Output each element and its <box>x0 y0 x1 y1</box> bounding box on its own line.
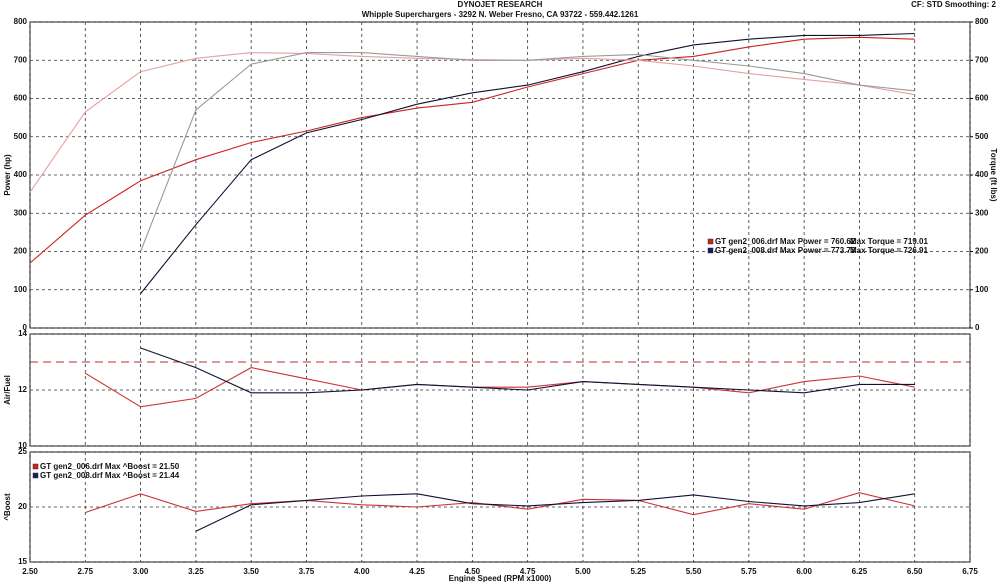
y-axis-label: Power (hp) <box>3 154 12 196</box>
series-line <box>140 32 915 294</box>
y-tick-label: 800 <box>14 17 28 26</box>
y2-tick-label: 600 <box>975 94 989 103</box>
legend-label: GT gen2_008.drf Max Power = 773.73 <box>715 246 856 255</box>
y2-tick-label: 300 <box>975 208 989 217</box>
x-tick-label: 5.00 <box>575 567 591 576</box>
x-tick-label: 5.75 <box>741 567 757 576</box>
y2-tick-label: 100 <box>975 285 989 294</box>
x-tick-label: 6.25 <box>852 567 868 576</box>
x-tick-label: 5.50 <box>686 567 702 576</box>
settings-annotation: CF: STD Smoothing: 2 <box>911 0 996 9</box>
x-tick-label: 3.25 <box>188 567 204 576</box>
y-tick-label: 20 <box>18 502 27 511</box>
y-tick-label: 100 <box>14 285 28 294</box>
x-tick-label: 3.50 <box>243 567 259 576</box>
y2-tick-label: 0 <box>975 323 980 332</box>
y-tick-label: 200 <box>14 247 28 256</box>
chart-title: DYNOJET RESEARCH <box>458 0 543 9</box>
y-tick-label: 25 <box>18 447 27 456</box>
legend-extra: Max Torque = 726.91 <box>850 246 928 255</box>
x-tick-label: 3.75 <box>299 567 315 576</box>
x-tick-label: 4.50 <box>465 567 481 576</box>
legend-label: GT gen2_008.drf Max ^Boost = 21.44 <box>40 471 180 480</box>
y2-tick-label: 800 <box>975 17 989 26</box>
legend-swatch <box>707 238 714 245</box>
legend-swatch <box>32 463 39 470</box>
legend-swatch <box>32 472 39 479</box>
y-tick-label: 600 <box>14 94 28 103</box>
series-line <box>195 493 915 532</box>
y-axis-label: ^Boost <box>3 493 12 521</box>
x-tick-label: 2.50 <box>22 567 38 576</box>
legend-swatch <box>707 247 714 254</box>
y2-axis-label: Torque (ft lbs) <box>989 148 998 202</box>
y2-tick-label: 700 <box>975 55 989 64</box>
series-line <box>29 36 915 264</box>
chart-subtitle: Whipple Superchargers - 3292 N. Weber Fr… <box>362 10 639 19</box>
y-tick-label: 14 <box>18 329 27 338</box>
x-tick-label: 5.25 <box>630 567 646 576</box>
y2-tick-label: 400 <box>975 170 989 179</box>
x-axis-label: Engine Speed (RPM x1000) <box>449 574 552 582</box>
series-line <box>85 367 915 408</box>
legend-extra: Max Torque = 719.01 <box>850 237 928 246</box>
y-axis-label: Air/Fuel <box>3 375 12 405</box>
x-tick-label: 4.75 <box>520 567 536 576</box>
y-tick-label: 15 <box>18 557 27 566</box>
series-line <box>85 492 915 516</box>
series-line <box>140 52 915 252</box>
series-line <box>29 52 915 193</box>
y-tick-label: 400 <box>14 170 28 179</box>
x-tick-label: 4.25 <box>409 567 425 576</box>
legend-label: GT gen2_006.drf Max Power = 760.62 <box>715 237 856 246</box>
y-tick-label: 700 <box>14 55 28 64</box>
x-tick-label: 6.50 <box>907 567 923 576</box>
y-tick-label: 300 <box>14 208 28 217</box>
y-tick-label: 0 <box>23 323 28 332</box>
x-tick-label: 6.75 <box>962 567 978 576</box>
y-tick-label: 12 <box>18 385 27 394</box>
x-tick-label: 3.00 <box>133 567 149 576</box>
y2-tick-label: 500 <box>975 132 989 141</box>
y-tick-label: 500 <box>14 132 28 141</box>
y-tick-label: 10 <box>18 441 27 450</box>
x-tick-label: 4.00 <box>354 567 370 576</box>
y2-tick-label: 200 <box>975 247 989 256</box>
legend-label: GT gen2_006.drf Max ^Boost = 21.50 <box>40 462 180 471</box>
series-line <box>140 347 915 394</box>
x-tick-label: 2.75 <box>78 567 94 576</box>
x-tick-label: 6.00 <box>796 567 812 576</box>
